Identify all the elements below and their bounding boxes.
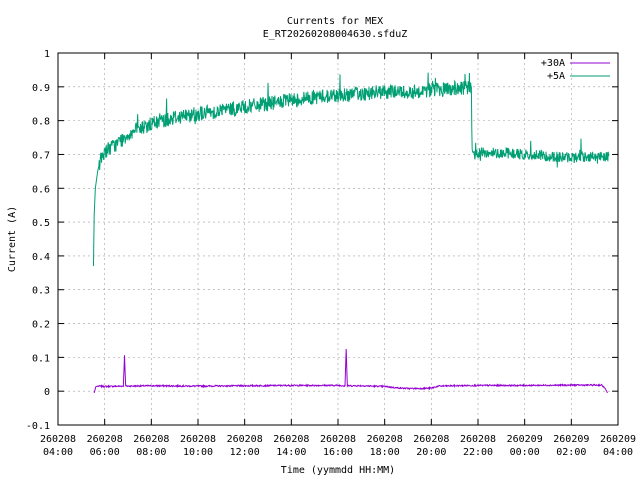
legend-label-30a: +30A	[541, 58, 565, 69]
x-tick-time: 06:00	[90, 447, 120, 458]
x-tick-time: 02:00	[556, 447, 586, 458]
x-tick-date: 260208	[133, 434, 169, 445]
plot-frame	[57, 52, 619, 426]
series-line-30a	[93, 349, 608, 394]
y-tick-label: 0.3	[32, 286, 50, 297]
x-tick-date: 260208	[367, 434, 403, 445]
x-tick-time: 16:00	[323, 447, 353, 458]
series-lines	[92, 72, 610, 394]
x-tick-time: 08:00	[136, 447, 166, 458]
y-tick-label: 0.7	[32, 150, 50, 161]
y-tick-label: 0.1	[32, 353, 50, 364]
x-tick-time: 14:00	[276, 447, 306, 458]
x-axis-label: Time (yymmdd HH:MM)	[281, 465, 395, 476]
x-tick-date: 260208	[180, 434, 216, 445]
x-tick-time: 00:00	[510, 447, 540, 458]
series-line-5a	[92, 72, 610, 267]
y-tick-label: 0.6	[32, 184, 50, 195]
x-tick-date: 260208	[227, 434, 263, 445]
x-tick-time: 04:00	[603, 447, 633, 458]
y-tick-label: 0.9	[32, 83, 50, 94]
y-axis-label: Current (A)	[7, 206, 18, 272]
y-tick-label: 1	[44, 49, 50, 60]
y-tick-label: 0.8	[32, 117, 50, 128]
chart-subtitle: E_RT20260208004630.sfduZ	[263, 29, 408, 40]
x-tick-date: 260209	[507, 434, 543, 445]
x-tick-time: 18:00	[370, 447, 400, 458]
x-tick-time: 04:00	[43, 447, 73, 458]
x-tick-time: 20:00	[416, 447, 446, 458]
x-tick-date: 260208	[87, 434, 123, 445]
x-tick-date: 260209	[600, 434, 636, 445]
y-tick-label: 0	[44, 387, 50, 398]
y-tick-label: 0.5	[32, 218, 50, 229]
legend: +30A +5A	[541, 58, 610, 82]
x-tick-time: 12:00	[230, 447, 260, 458]
x-tick-time: 10:00	[183, 447, 213, 458]
x-tick-time: 22:00	[463, 447, 493, 458]
x-tick-date: 260208	[273, 434, 309, 445]
x-tick-date: 260208	[413, 434, 449, 445]
y-tick-label: 0.4	[32, 252, 50, 263]
legend-label-5a: +5A	[547, 71, 565, 82]
x-tick-date: 260209	[553, 434, 589, 445]
grid-lines	[57, 52, 619, 426]
y-tick-label: 0.2	[32, 320, 50, 331]
x-axis-ticks: 260208 04:00 260208 06:00 260208 08:00 260208 1…	[40, 53, 636, 458]
y-axis-ticks: -0.1 0 0.1 0.2 0.3 0.4 0.5 0.6 0.7 0.8 0.9 1	[26, 49, 618, 432]
x-tick-date: 260208	[320, 434, 356, 445]
y-tick-label: -0.1	[26, 421, 50, 432]
x-tick-date: 260208	[460, 434, 496, 445]
x-tick-date: 260208	[40, 434, 76, 445]
chart-title: Currents for MEX	[287, 16, 383, 27]
